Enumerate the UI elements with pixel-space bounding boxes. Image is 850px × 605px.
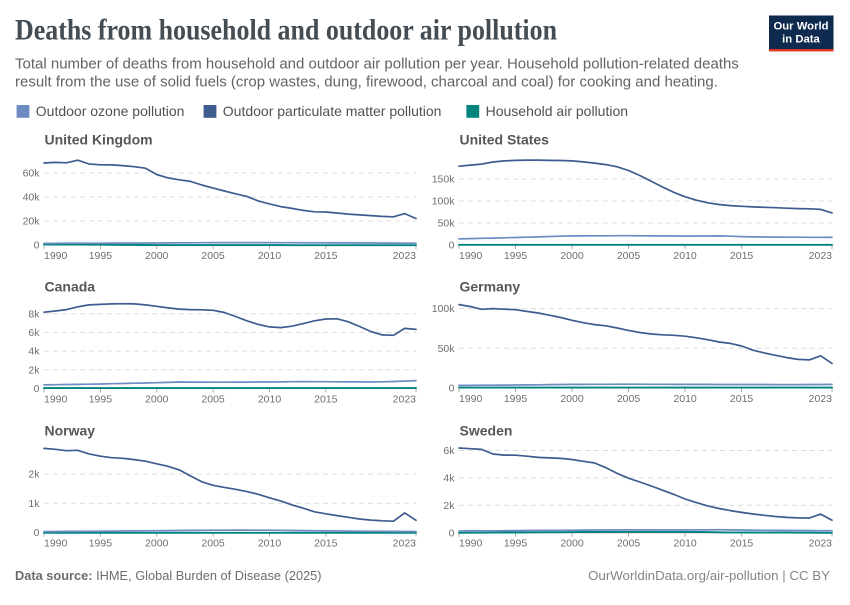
svg-text:0: 0 — [449, 527, 455, 539]
svg-text:Data source: IHME, Global Burd: Data source: IHME, Global Burden of Dise… — [15, 568, 322, 583]
svg-text:2010: 2010 — [673, 250, 697, 262]
svg-text:2k: 2k — [28, 469, 40, 481]
svg-text:50k: 50k — [438, 218, 456, 230]
svg-text:2000: 2000 — [560, 250, 584, 262]
svg-text:Our World: Our World — [773, 21, 828, 33]
svg-text:1995: 1995 — [504, 393, 528, 405]
svg-text:United Kingdom: United Kingdom — [45, 132, 153, 148]
svg-text:8k: 8k — [28, 308, 40, 320]
svg-text:2023: 2023 — [809, 250, 833, 262]
svg-text:in Data: in Data — [782, 34, 820, 46]
svg-text:2023: 2023 — [809, 538, 833, 550]
svg-text:2005: 2005 — [201, 250, 225, 262]
svg-text:2023: 2023 — [809, 393, 833, 405]
svg-text:4k: 4k — [28, 346, 40, 358]
svg-text:1990: 1990 — [44, 537, 68, 549]
svg-text:2000: 2000 — [145, 537, 169, 549]
svg-text:2005: 2005 — [201, 393, 225, 405]
svg-text:2010: 2010 — [258, 537, 282, 549]
svg-text:0: 0 — [449, 383, 455, 395]
svg-text:2015: 2015 — [314, 537, 338, 549]
svg-text:2005: 2005 — [201, 537, 225, 549]
svg-text:United States: United States — [460, 132, 550, 148]
svg-text:1995: 1995 — [504, 538, 528, 550]
svg-text:2010: 2010 — [673, 393, 697, 405]
svg-text:2015: 2015 — [730, 538, 754, 550]
svg-text:1995: 1995 — [504, 250, 528, 262]
svg-text:100k: 100k — [432, 196, 456, 208]
svg-text:40k: 40k — [23, 192, 41, 204]
svg-text:OurWorldinData.org/air-polluti: OurWorldinData.org/air-pollution | CC BY — [588, 568, 830, 583]
svg-text:6k: 6k — [28, 327, 40, 339]
svg-text:result from the use of solid f: result from the use of solid fuels (crop… — [15, 74, 718, 91]
svg-text:60k: 60k — [23, 168, 41, 180]
svg-text:2k: 2k — [28, 364, 40, 376]
svg-text:Outdoor ozone pollution: Outdoor ozone pollution — [36, 103, 185, 119]
svg-text:0: 0 — [449, 240, 455, 252]
svg-text:100k: 100k — [432, 303, 456, 315]
svg-text:2005: 2005 — [617, 538, 641, 550]
svg-text:2000: 2000 — [145, 393, 169, 405]
svg-text:6k: 6k — [443, 445, 455, 457]
svg-text:2010: 2010 — [258, 393, 282, 405]
svg-text:2015: 2015 — [314, 250, 338, 262]
svg-text:2000: 2000 — [560, 538, 584, 550]
svg-text:2000: 2000 — [145, 250, 169, 262]
svg-text:150k: 150k — [432, 174, 456, 186]
svg-text:1990: 1990 — [459, 538, 483, 550]
svg-text:Household air pollution: Household air pollution — [486, 103, 628, 119]
svg-text:0: 0 — [34, 240, 40, 252]
svg-text:2015: 2015 — [730, 393, 754, 405]
svg-text:1995: 1995 — [89, 393, 113, 405]
svg-text:2023: 2023 — [393, 393, 417, 405]
svg-text:2023: 2023 — [393, 250, 417, 262]
svg-text:Total number of deaths from ho: Total number of deaths from household an… — [15, 56, 739, 73]
svg-text:2015: 2015 — [314, 393, 338, 405]
svg-text:2010: 2010 — [673, 538, 697, 550]
svg-text:0: 0 — [34, 383, 40, 395]
svg-text:2023: 2023 — [393, 537, 417, 549]
svg-text:Canada: Canada — [45, 279, 96, 295]
svg-text:1990: 1990 — [459, 393, 483, 405]
svg-text:Norway: Norway — [45, 423, 96, 439]
svg-text:1990: 1990 — [459, 250, 483, 262]
svg-text:2005: 2005 — [617, 393, 641, 405]
svg-text:1995: 1995 — [89, 250, 113, 262]
svg-text:2005: 2005 — [617, 250, 641, 262]
svg-text:1995: 1995 — [89, 537, 113, 549]
svg-text:Sweden: Sweden — [460, 423, 513, 439]
svg-text:2000: 2000 — [560, 393, 584, 405]
svg-text:1k: 1k — [28, 498, 40, 510]
svg-text:20k: 20k — [23, 216, 41, 228]
svg-text:Deaths from household and outd: Deaths from household and outdoor air po… — [15, 14, 557, 47]
svg-text:2015: 2015 — [730, 250, 754, 262]
svg-text:2010: 2010 — [258, 250, 282, 262]
svg-text:50k: 50k — [438, 343, 456, 355]
svg-text:1990: 1990 — [44, 393, 68, 405]
svg-text:0: 0 — [34, 527, 40, 539]
svg-text:4k: 4k — [443, 473, 455, 485]
svg-text:2k: 2k — [443, 500, 455, 512]
svg-text:Germany: Germany — [460, 279, 521, 295]
svg-text:1990: 1990 — [44, 250, 68, 262]
svg-text:Outdoor particulate matter pol: Outdoor particulate matter pollution — [223, 103, 442, 119]
